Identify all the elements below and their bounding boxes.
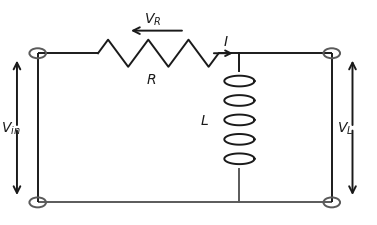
Text: $L$: $L$ — [200, 113, 209, 127]
Text: $V_L$: $V_L$ — [337, 120, 353, 136]
Text: $I$: $I$ — [223, 35, 229, 49]
Text: $V_R$: $V_R$ — [144, 12, 161, 28]
Text: $R$: $R$ — [146, 73, 156, 87]
Text: $V_{in}$: $V_{in}$ — [2, 120, 21, 136]
